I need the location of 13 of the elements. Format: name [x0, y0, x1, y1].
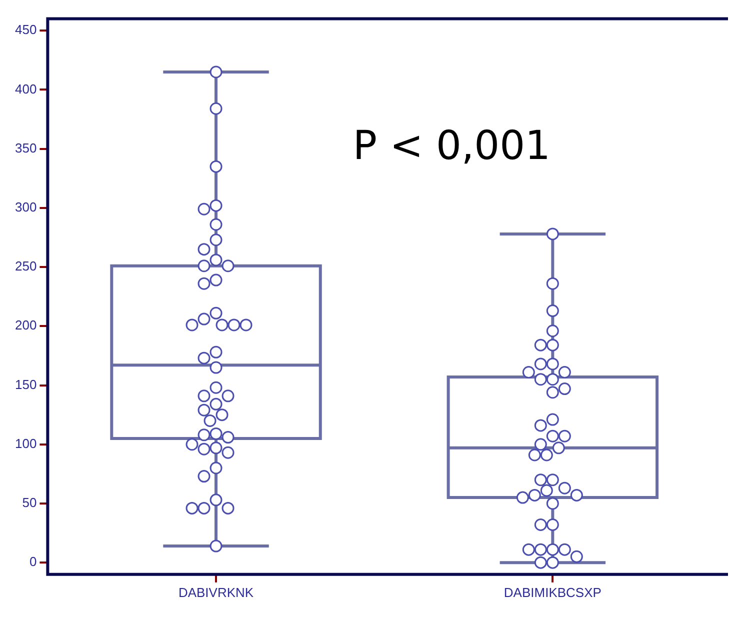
x-tick-label: DABIVRKNK	[178, 584, 254, 600]
y-tick-label: 100	[14, 436, 37, 451]
y-tick-label: 200	[14, 318, 37, 333]
y-tick-label: 300	[14, 200, 37, 215]
y-tick-label: 250	[14, 258, 37, 274]
y-tick-label: 450	[14, 22, 37, 38]
x-tick-label: DABIMIKBCSXP	[504, 584, 602, 600]
y-tick-label: 400	[14, 81, 37, 96]
y-tick-label: 350	[14, 140, 37, 156]
y-tick-label: 50	[22, 495, 37, 510]
annotation: P < 0,001	[352, 122, 550, 169]
y-tick-label: 0	[29, 554, 37, 570]
y-tick-label: 150	[14, 376, 37, 392]
